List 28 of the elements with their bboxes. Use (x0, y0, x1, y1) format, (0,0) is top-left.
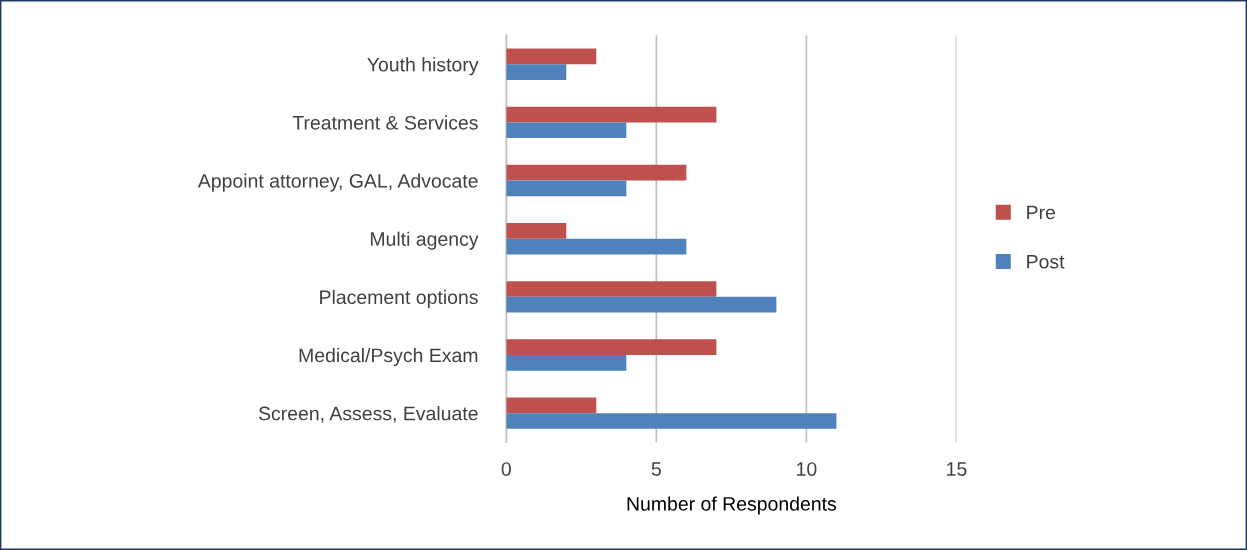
bar (506, 223, 567, 239)
x-tick-label: 5 (651, 462, 661, 476)
y-tick-label: Medical/Psych Exam (299, 347, 478, 367)
bar (506, 106, 717, 123)
bar (506, 64, 567, 80)
y-tick-label: Screen, Assess, Evaluate (258, 406, 478, 423)
y-tick-label: Multi agency (370, 231, 479, 250)
bar (506, 238, 687, 255)
legend-label: Pre (1027, 205, 1056, 220)
y-tick-label: Placement options (320, 289, 478, 308)
legend-label: Post (1027, 254, 1065, 269)
y-tick-label: Appoint attorney, GAL, Advocate (197, 173, 478, 192)
bar (506, 164, 687, 181)
bar (506, 180, 627, 197)
bar (506, 413, 837, 429)
bar (506, 296, 777, 313)
x-tick-label: 15 (947, 462, 967, 476)
bar (506, 122, 627, 139)
bar (506, 339, 717, 355)
bar (506, 354, 627, 371)
y-tick-label: Youth history (367, 57, 479, 76)
x-tick-label: 0 (501, 462, 511, 476)
y-tick-label: Treatment & Services (292, 115, 478, 130)
bar (506, 48, 597, 65)
x-axis-title: Number of Respondents (627, 496, 837, 515)
x-tick-label: 10 (797, 462, 817, 476)
bar (506, 397, 597, 414)
bar (506, 281, 717, 297)
